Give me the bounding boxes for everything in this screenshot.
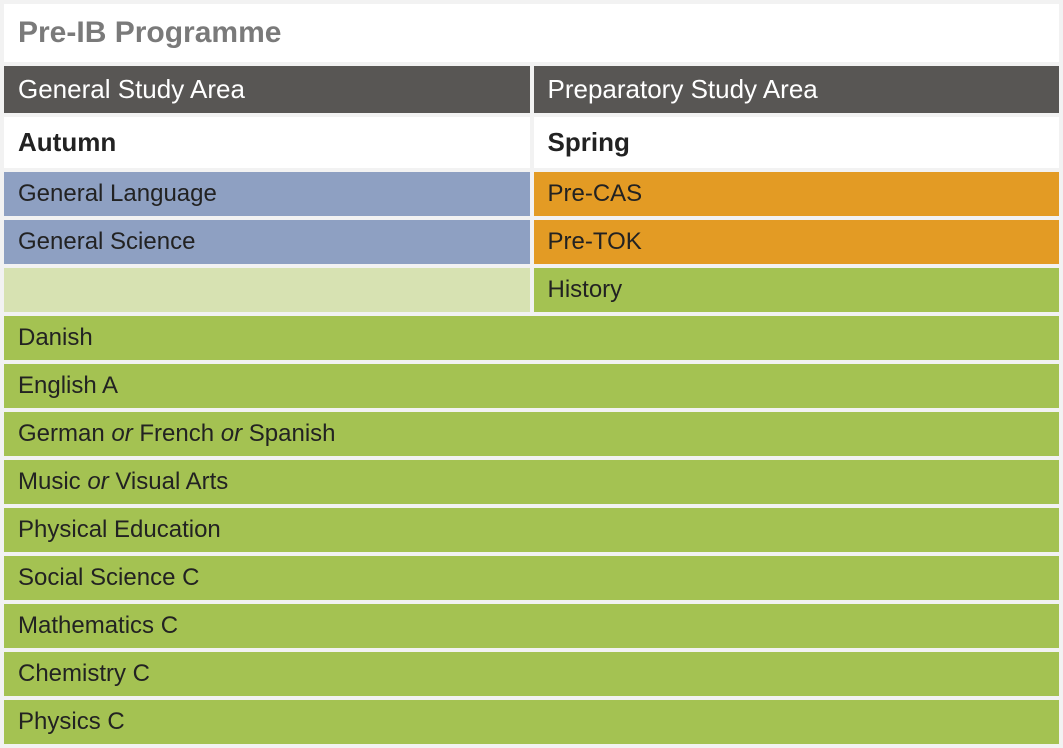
or-separator: or [87,468,108,495]
split-cell-right: Pre-CAS [534,172,1060,216]
programme-table: Pre-IB ProgrammeGeneral Study AreaPrepar… [0,0,1063,748]
programme-table-container: Pre-IB ProgrammeGeneral Study AreaPrepar… [0,0,1063,748]
split-cell-left: General Science [4,220,530,264]
or-separator: or [111,420,132,447]
full-row-cell: Physics C [4,700,1059,744]
full-row-cell: Mathematics C [4,604,1059,648]
or-separator: or [221,420,242,447]
subheader-left: Autumn [4,117,530,168]
split-cell-right: History [534,268,1060,312]
full-row-cell: Social Science C [4,556,1059,600]
full-row-cell: Chemistry C [4,652,1059,696]
column-header-left: General Study Area [4,66,530,113]
column-header-right: Preparatory Study Area [534,66,1060,113]
table-title: Pre-IB Programme [4,4,1059,62]
full-row-cell: Music or Visual Arts [4,460,1059,504]
split-cell-right: Pre-TOK [534,220,1060,264]
subheader-right: Spring [534,117,1060,168]
full-row-cell: Physical Education [4,508,1059,552]
full-row-cell: English A [4,364,1059,408]
split-cell-left [4,268,530,312]
split-cell-left: General Language [4,172,530,216]
full-row-cell: Danish [4,316,1059,360]
full-row-cell: German or French or Spanish [4,412,1059,456]
